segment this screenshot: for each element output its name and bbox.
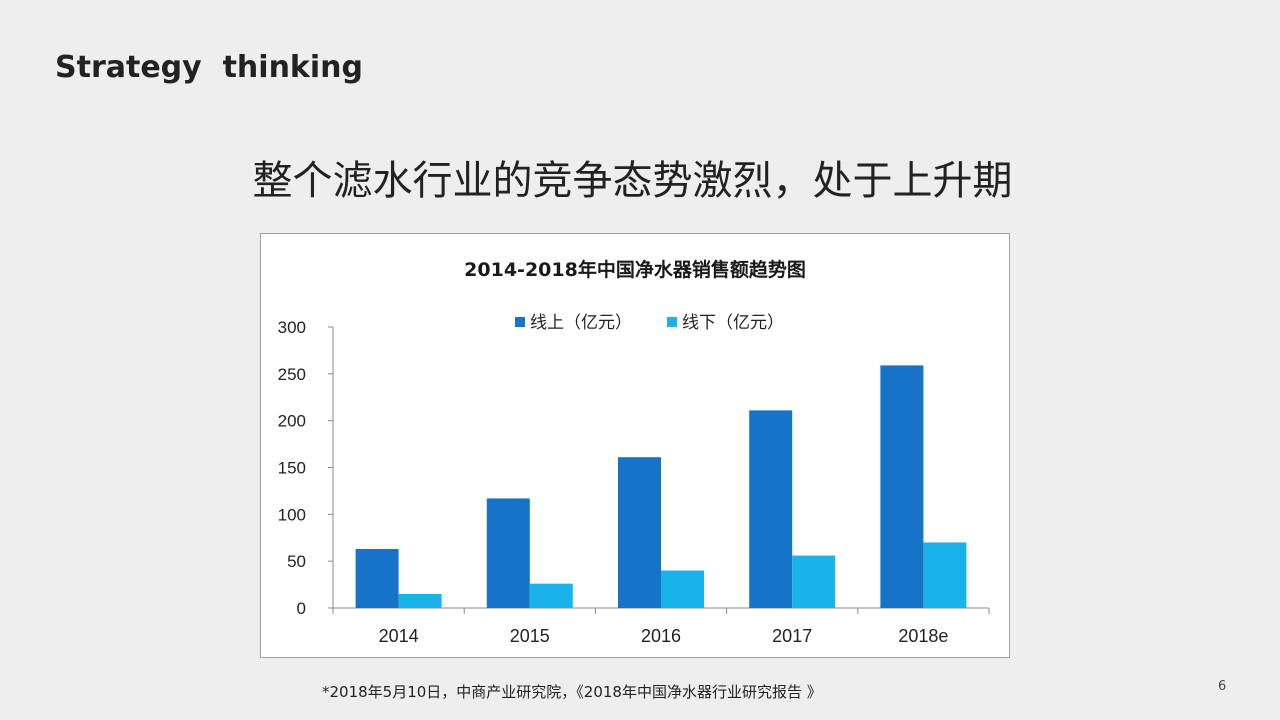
bar-online <box>486 498 530 608</box>
bar-offline <box>529 583 573 608</box>
bars <box>355 365 967 608</box>
y-tick-label: 300 <box>278 318 306 337</box>
slide-heading: Strategy thinking <box>55 50 363 85</box>
bar-online <box>880 365 924 608</box>
sales-bar-chart: 2014-2018年中国净水器销售额趋势图 0 50 100 150 200 250 300… <box>278 258 990 646</box>
x-axis: 2014 2015 2016 2017 2018e <box>332 607 990 646</box>
y-tick-label: 0 <box>297 599 306 618</box>
bar-online <box>749 410 793 608</box>
x-tick-label: 2018e <box>898 626 948 646</box>
legend: 线上（亿元） 线下（亿元） <box>515 313 784 333</box>
slide-title: 整个滤水行业的竞争态势激烈，处于上升期 <box>252 158 1013 204</box>
legend-swatch <box>667 317 677 327</box>
page-number: 6 <box>1218 679 1227 694</box>
y-tick-label: 150 <box>278 459 306 478</box>
legend-label: 线下（亿元） <box>682 313 784 333</box>
x-tick-label: 2017 <box>772 626 812 646</box>
bar-online <box>618 457 661 608</box>
y-tick-label: 100 <box>278 505 306 524</box>
legend-swatch <box>515 317 525 327</box>
bar-online <box>355 548 399 608</box>
y-tick-label: 250 <box>278 365 306 384</box>
legend-label: 线上（亿元） <box>530 313 632 333</box>
y-tick-label: 200 <box>278 412 306 431</box>
source-footnote: *2018年5月10日，中商产业研究院，《2018年中国净水器行业研究报告 》 <box>322 683 822 701</box>
x-tick-label: 2015 <box>510 626 550 646</box>
bar-offline <box>923 542 967 608</box>
y-axis: 0 50 100 150 200 250 300 <box>278 318 334 618</box>
bar-offline <box>661 570 704 608</box>
x-tick-label: 2014 <box>379 626 419 646</box>
bar-offline <box>398 593 442 608</box>
y-tick-label: 50 <box>287 552 306 571</box>
chart-title: 2014-2018年中国净水器销售额趋势图 <box>464 258 806 281</box>
x-tick-label: 2016 <box>641 626 681 646</box>
chart-frame: 2014-2018年中国净水器销售额趋势图 0 50 100 150 200 250 300… <box>260 233 1010 658</box>
bar-offline <box>792 555 836 608</box>
